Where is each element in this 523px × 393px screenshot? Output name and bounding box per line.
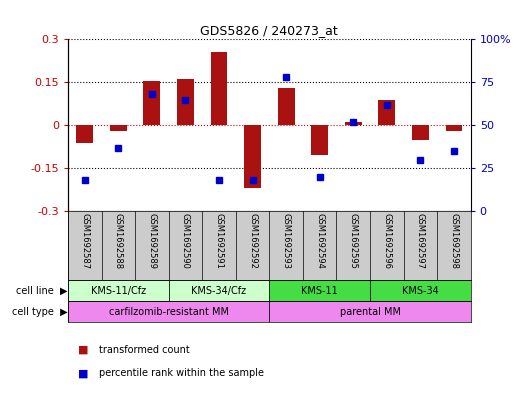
Text: ■: ■ <box>78 368 89 378</box>
Title: GDS5826 / 240273_at: GDS5826 / 240273_at <box>200 24 338 37</box>
Text: GSM1692588: GSM1692588 <box>114 213 123 270</box>
Text: GSM1692591: GSM1692591 <box>214 213 223 269</box>
Bar <box>311 125 328 156</box>
Text: GSM1692595: GSM1692595 <box>349 213 358 269</box>
Text: parental MM: parental MM <box>339 307 401 317</box>
Bar <box>211 52 228 125</box>
Text: GSM1692598: GSM1692598 <box>449 213 459 270</box>
Bar <box>110 125 127 131</box>
Text: GSM1692592: GSM1692592 <box>248 213 257 269</box>
Bar <box>269 280 370 301</box>
Text: transformed count: transformed count <box>99 345 190 355</box>
Bar <box>269 301 471 322</box>
Text: KMS-11/Cfz: KMS-11/Cfz <box>91 286 146 296</box>
Bar <box>244 125 261 188</box>
Bar <box>143 81 160 125</box>
Bar <box>446 125 462 131</box>
Text: KMS-11: KMS-11 <box>301 286 338 296</box>
Text: GSM1692590: GSM1692590 <box>181 213 190 269</box>
Text: GSM1692593: GSM1692593 <box>281 213 291 270</box>
Bar <box>345 123 361 125</box>
Text: cell line  ▶: cell line ▶ <box>17 286 68 296</box>
Bar <box>412 125 429 140</box>
Bar <box>370 280 471 301</box>
Text: GSM1692594: GSM1692594 <box>315 213 324 269</box>
Bar <box>76 125 93 143</box>
Text: GSM1692596: GSM1692596 <box>382 213 391 270</box>
Bar <box>177 79 194 125</box>
Text: cell type  ▶: cell type ▶ <box>13 307 68 317</box>
Text: GSM1692597: GSM1692597 <box>416 213 425 270</box>
Text: KMS-34: KMS-34 <box>402 286 439 296</box>
Bar <box>68 301 269 322</box>
Text: percentile rank within the sample: percentile rank within the sample <box>99 368 264 378</box>
Text: KMS-34/Cfz: KMS-34/Cfz <box>191 286 246 296</box>
Text: GSM1692589: GSM1692589 <box>147 213 156 270</box>
Bar <box>379 99 395 125</box>
Text: GSM1692587: GSM1692587 <box>80 213 89 270</box>
Bar <box>278 88 294 125</box>
Text: carfilzomib-resistant MM: carfilzomib-resistant MM <box>109 307 229 317</box>
Bar <box>168 280 269 301</box>
Text: ■: ■ <box>78 345 89 355</box>
Bar <box>68 280 168 301</box>
